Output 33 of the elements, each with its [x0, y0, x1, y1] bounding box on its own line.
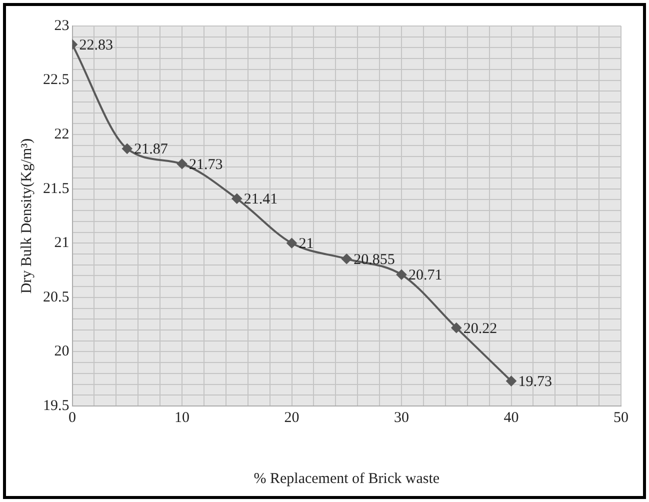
data-label: 20.22 — [463, 320, 498, 337]
point — [122, 144, 132, 154]
y-tick-label: 20.5 — [43, 289, 70, 306]
point — [232, 194, 242, 204]
data-label: 19.73 — [518, 374, 552, 390]
data-label: 21.73 — [189, 156, 223, 173]
y-tick-label: 21.5 — [43, 180, 70, 197]
point — [451, 322, 462, 333]
point — [342, 254, 352, 264]
y-tick-label: 22.5 — [43, 72, 70, 88]
data-label: 22.83 — [79, 37, 113, 54]
y-tick-label: 20 — [54, 344, 70, 360]
point — [286, 238, 297, 248]
data-label: 21 — [298, 236, 314, 252]
x-tick-label: 10 — [174, 410, 190, 426]
x-tick-label: 20 — [284, 410, 300, 426]
y-tick-label: 22 — [54, 126, 70, 143]
data-label: 21.87 — [134, 142, 168, 158]
data-label: 21.41 — [244, 192, 278, 208]
x-tick-label: 30 — [394, 410, 409, 426]
x-tick-label: 0 — [68, 410, 76, 426]
point — [396, 270, 406, 280]
data-label: 20.71 — [408, 268, 442, 284]
data-label: 20.855 — [354, 252, 395, 268]
point — [177, 158, 187, 169]
y-tick-label: 21 — [54, 235, 70, 252]
x-tick-label: 50 — [614, 410, 628, 426]
y-tick-label: 23 — [54, 18, 70, 34]
point — [506, 376, 516, 386]
x-tick-label: 40 — [504, 410, 519, 426]
x-axis-title: % Replacement of Brick waste — [254, 470, 440, 487]
y-axis-title: Dry Bulk Density(Kg/m³) — [18, 138, 35, 294]
y-tick-label: 19.5 — [43, 398, 70, 414]
